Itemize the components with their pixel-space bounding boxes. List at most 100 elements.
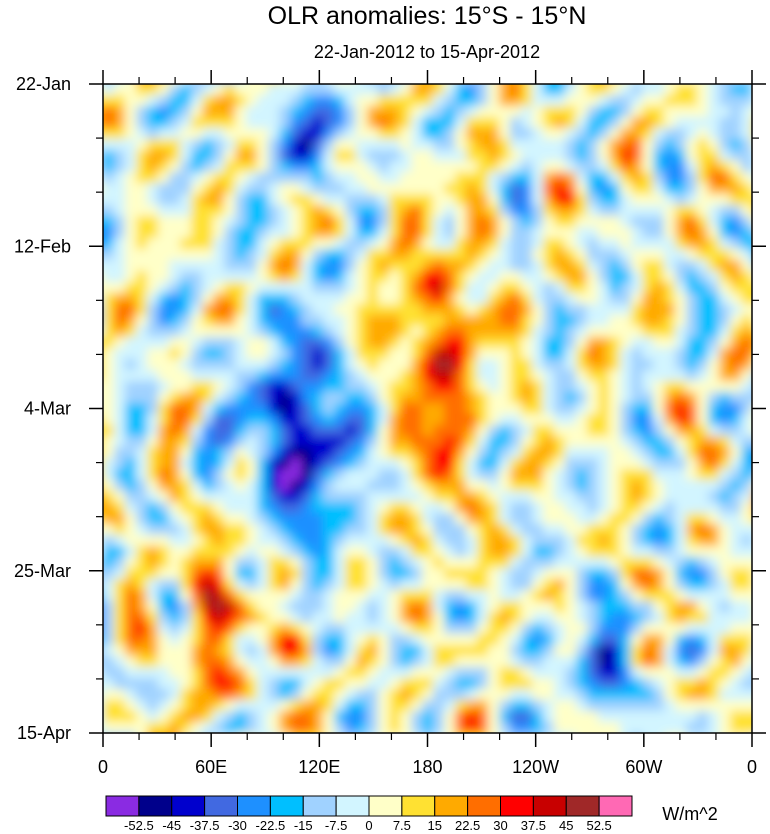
- anomaly-cell: [708, 535, 720, 547]
- colorbar-label: -45: [162, 818, 181, 833]
- anomaly-cell: [664, 139, 676, 151]
- anomaly-cell: [664, 546, 676, 558]
- anomaly-cell: [543, 524, 555, 536]
- anomaly-cell: [510, 128, 522, 140]
- anomaly-cell: [279, 568, 291, 580]
- anomaly-cell: [334, 403, 346, 415]
- anomaly-cell: [433, 414, 445, 426]
- anomaly-cell: [521, 271, 533, 283]
- anomaly-cell: [345, 106, 357, 118]
- anomaly-cell: [686, 271, 698, 283]
- anomaly-cell: [400, 183, 412, 195]
- anomaly-cell: [554, 689, 566, 701]
- anomaly-cell: [477, 447, 489, 459]
- anomaly-cell: [191, 414, 203, 426]
- anomaly-cell: [268, 84, 280, 85]
- anomaly-cell: [202, 645, 214, 657]
- anomaly-cell: [554, 568, 566, 580]
- anomaly-cell: [631, 216, 643, 228]
- anomaly-cell: [510, 689, 522, 701]
- anomaly-cell: [400, 381, 412, 393]
- anomaly-cell: [378, 95, 390, 107]
- anomaly-cell: [598, 722, 610, 733]
- anomaly-cell: [312, 590, 324, 602]
- anomaly-cell: [499, 447, 511, 459]
- anomaly-cell: [268, 326, 280, 338]
- anomaly-cell: [730, 667, 742, 679]
- anomaly-cell: [631, 117, 643, 129]
- anomaly-cell: [279, 634, 291, 646]
- anomaly-cell: [510, 546, 522, 558]
- anomaly-cell: [279, 337, 291, 349]
- anomaly-cell: [301, 436, 313, 448]
- anomaly-cell: [103, 513, 115, 525]
- anomaly-cell: [367, 436, 379, 448]
- anomaly-cell: [279, 414, 291, 426]
- anomaly-cell: [367, 172, 379, 184]
- anomaly-cell: [466, 337, 478, 349]
- anomaly-cell: [224, 590, 236, 602]
- anomaly-cell: [422, 722, 434, 733]
- anomaly-cell: [312, 183, 324, 195]
- anomaly-cell: [213, 447, 225, 459]
- anomaly-cell: [521, 535, 533, 547]
- anomaly-cell: [455, 326, 467, 338]
- anomaly-cell: [323, 128, 335, 140]
- anomaly-cell: [719, 733, 731, 745]
- anomaly-cell: [356, 315, 368, 327]
- anomaly-cell: [136, 271, 148, 283]
- anomaly-cell: [598, 392, 610, 404]
- anomaly-cell: [730, 326, 742, 338]
- anomaly-cell: [367, 84, 379, 85]
- anomaly-cell: [367, 524, 379, 536]
- anomaly-cell: [180, 678, 192, 690]
- anomaly-cell: [686, 491, 698, 503]
- anomaly-cell: [103, 700, 115, 712]
- anomaly-cell: [180, 513, 192, 525]
- anomaly-cell: [125, 161, 137, 173]
- anomaly-cell: [345, 700, 357, 712]
- anomaly-cell: [741, 194, 752, 206]
- anomaly-cell: [477, 139, 489, 151]
- anomaly-cell: [147, 711, 159, 723]
- anomaly-cell: [697, 216, 709, 228]
- anomaly-cell: [521, 84, 533, 96]
- anomaly-cell: [719, 513, 731, 525]
- anomaly-cell: [235, 700, 247, 712]
- anomaly-cell: [103, 238, 115, 250]
- anomaly-cell: [312, 370, 324, 382]
- anomaly-cell: [730, 524, 742, 536]
- anomaly-cell: [653, 590, 665, 602]
- anomaly-cell: [675, 601, 687, 613]
- anomaly-cell: [367, 689, 379, 701]
- anomaly-cell: [389, 106, 401, 118]
- anomaly-cell: [631, 128, 643, 140]
- anomaly-cell: [301, 469, 313, 481]
- anomaly-cell: [554, 194, 566, 206]
- anomaly-cell: [213, 139, 225, 151]
- anomaly-cell: [202, 304, 214, 316]
- anomaly-cell: [158, 348, 170, 360]
- anomaly-cell: [587, 733, 599, 745]
- anomaly-cell: [664, 326, 676, 338]
- anomaly-cell: [565, 733, 577, 745]
- anomaly-cell: [279, 392, 291, 404]
- anomaly-cell: [202, 480, 214, 492]
- anomaly-cell: [620, 535, 632, 547]
- anomaly-cell: [246, 590, 258, 602]
- anomaly-cell: [642, 282, 654, 294]
- anomaly-cell: [466, 689, 478, 701]
- anomaly-cell: [521, 403, 533, 415]
- anomaly-cell: [301, 205, 313, 217]
- anomaly-cell: [257, 150, 269, 162]
- anomaly-cell: [345, 458, 357, 470]
- anomaly-cell: [598, 205, 610, 217]
- anomaly-cell: [631, 436, 643, 448]
- anomaly-cell: [224, 128, 236, 140]
- anomaly-cell: [356, 634, 368, 646]
- anomaly-cell: [411, 271, 423, 283]
- anomaly-cell: [741, 634, 752, 646]
- anomaly-cell: [499, 271, 511, 283]
- anomaly-cell: [356, 447, 368, 459]
- anomaly-cell: [653, 315, 665, 327]
